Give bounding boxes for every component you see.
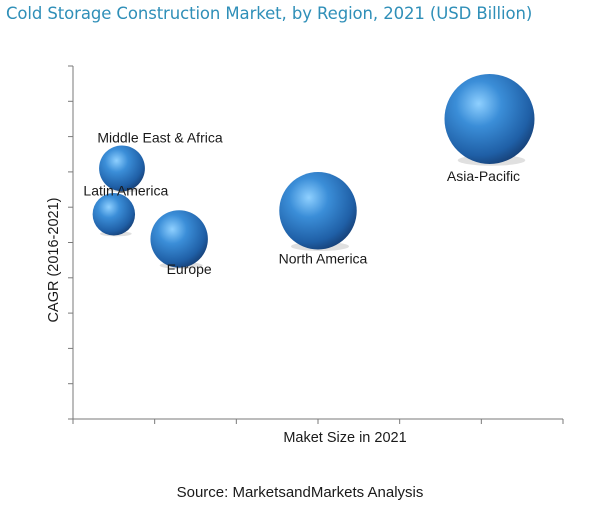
bubble-label-north-america: North America <box>279 251 368 267</box>
bubble-asia-pacific <box>444 73 535 164</box>
bubble-europe <box>150 210 208 268</box>
x-axis-label: Maket Size in 2021 <box>283 430 406 446</box>
bubble-label-middle-east-africa: Middle East & Africa <box>97 129 222 145</box>
y-axis-label: CAGR (2016-2021) <box>46 198 62 323</box>
bubble-labels: Middle East & Africa Latin America Europe N… <box>83 129 520 277</box>
bubble-middle-east-africa <box>99 145 145 192</box>
bubble-latin-america <box>92 193 136 236</box>
bubble-north-america <box>279 172 357 250</box>
chart-axes <box>68 65 564 424</box>
chart-title: Cold Storage Construction Market, by Reg… <box>6 4 533 23</box>
bubble-label-latin-america: Latin America <box>83 182 168 198</box>
bubble-series <box>92 73 535 269</box>
source-note: Source: MarketsandMarkets Analysis <box>176 484 424 501</box>
bubble-label-europe: Europe <box>167 261 212 277</box>
bubble-label-asia-pacific: Asia-Pacific <box>447 168 520 184</box>
